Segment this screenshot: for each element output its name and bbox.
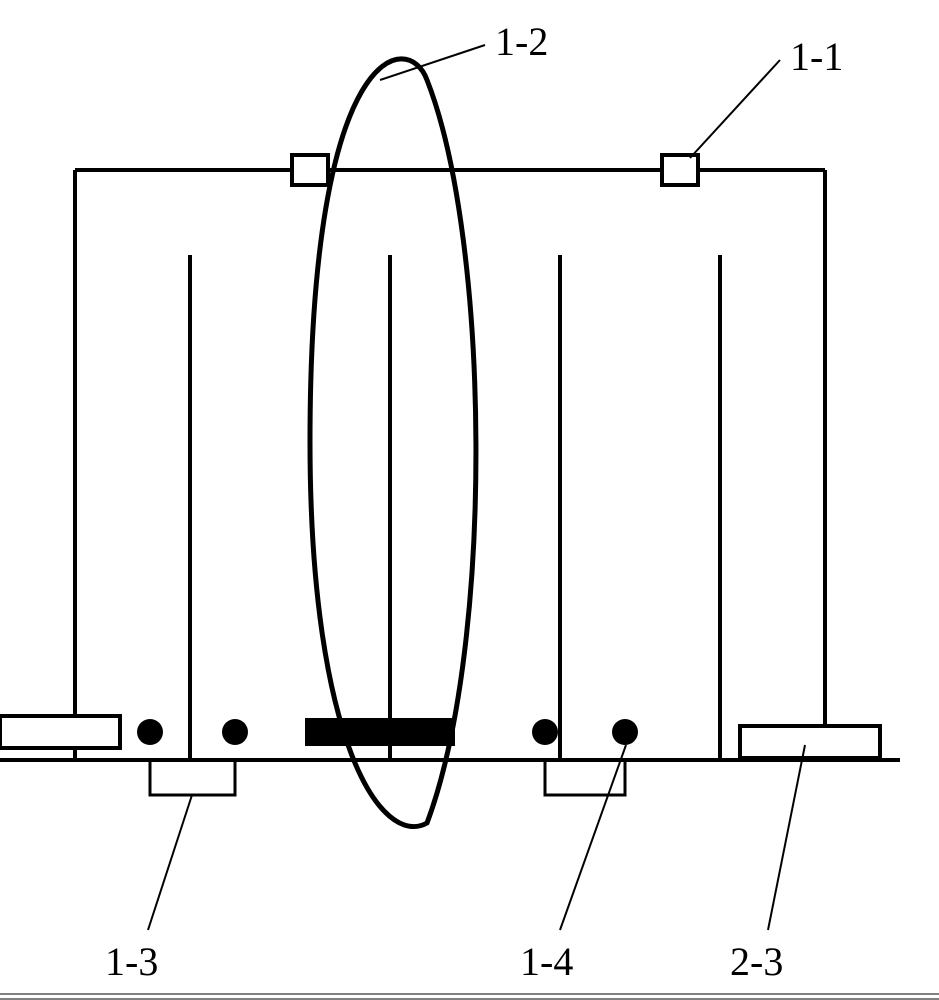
bottom-open-rect-right [740, 726, 880, 758]
u-bracket-right [545, 760, 625, 795]
bottom-solid-bar [305, 718, 455, 746]
leader-l_1_3 [148, 795, 192, 930]
dot-right-2 [612, 719, 638, 745]
leader-l_1_1 [690, 60, 780, 158]
dot-left-1 [137, 719, 163, 745]
label-l_1_2: 1-2 [495, 19, 548, 64]
label-l_1_1: 1-1 [790, 34, 843, 79]
label-l_1_4: 1-4 [520, 939, 573, 984]
bottom-open-rect-left [0, 716, 120, 748]
label-l_1_3: 1-3 [105, 939, 158, 984]
loop-ellipse [310, 59, 476, 827]
dot-right-1 [532, 719, 558, 745]
leader-l_1_2 [380, 45, 485, 80]
top-connector-right [662, 155, 698, 185]
top-connector-left [292, 155, 328, 185]
dot-left-2 [222, 719, 248, 745]
leader-l_1_4 [560, 745, 626, 930]
u-bracket-left [150, 760, 235, 795]
leader-l_2_3 [768, 745, 805, 930]
label-l_2_3: 2-3 [730, 939, 783, 984]
